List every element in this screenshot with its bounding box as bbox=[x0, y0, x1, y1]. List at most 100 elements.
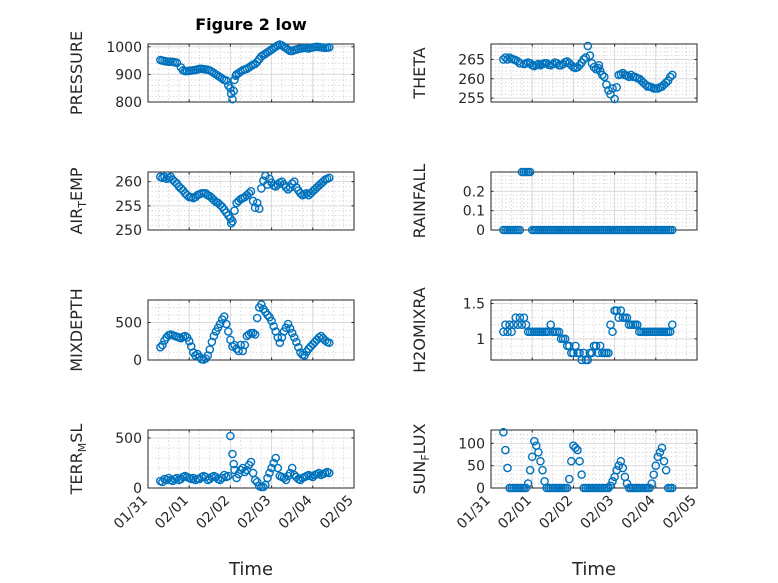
data-point bbox=[503, 55, 512, 64]
axes-frame bbox=[147, 43, 355, 103]
data-point bbox=[294, 342, 303, 352]
data-point bbox=[567, 456, 576, 466]
data-point bbox=[205, 345, 215, 354]
data-point bbox=[285, 468, 295, 478]
data-point bbox=[269, 321, 278, 331]
data-point bbox=[226, 218, 236, 228]
data-point bbox=[320, 336, 330, 345]
data-point bbox=[552, 59, 562, 68]
tick-marks bbox=[147, 172, 355, 231]
data-point bbox=[160, 172, 169, 182]
data-point bbox=[228, 342, 237, 351]
data-point bbox=[254, 204, 264, 214]
tick-marks bbox=[490, 172, 698, 231]
data-series bbox=[156, 300, 334, 364]
y-axis-label-text: TERR bbox=[67, 452, 86, 495]
data-point bbox=[594, 60, 604, 70]
figure-title: Figure 2 low bbox=[195, 15, 307, 34]
data-point bbox=[224, 327, 233, 336]
data-point bbox=[548, 59, 558, 69]
data-point bbox=[324, 173, 334, 183]
data-series bbox=[499, 167, 677, 235]
data-point bbox=[281, 183, 291, 192]
data-point bbox=[515, 225, 525, 235]
data-point bbox=[536, 456, 545, 466]
data-point bbox=[273, 333, 283, 342]
data-series bbox=[156, 431, 334, 492]
y-tick-label: 0 bbox=[476, 223, 485, 239]
data-point bbox=[589, 62, 599, 72]
data-point bbox=[228, 449, 237, 459]
data-point bbox=[573, 445, 582, 455]
y-axis-label-text: SL bbox=[67, 424, 86, 443]
data-point bbox=[267, 463, 276, 473]
data-series bbox=[499, 41, 677, 104]
data-point bbox=[579, 55, 589, 64]
y-axis-label: MIXDEPTH bbox=[67, 288, 86, 371]
data-point bbox=[289, 333, 299, 342]
data-point bbox=[645, 483, 654, 493]
data-point bbox=[172, 473, 182, 483]
axes-frame bbox=[490, 43, 698, 103]
data-point bbox=[600, 72, 609, 82]
data-series bbox=[156, 171, 334, 228]
y-axis-label-subscript: F bbox=[419, 454, 432, 460]
data-point bbox=[283, 45, 293, 54]
data-point bbox=[228, 216, 237, 226]
axes-frame bbox=[147, 429, 355, 489]
axes-frame bbox=[490, 299, 698, 361]
data-point bbox=[250, 330, 260, 339]
data-point bbox=[608, 84, 617, 93]
data-point bbox=[501, 445, 510, 455]
data-point bbox=[252, 313, 262, 323]
y-axis-label: AIRTEMP bbox=[67, 167, 89, 234]
data-point bbox=[215, 200, 225, 210]
data-point bbox=[618, 463, 628, 473]
data-point bbox=[221, 319, 231, 329]
data-point bbox=[217, 74, 227, 83]
y-tick-label: 100 bbox=[458, 436, 485, 452]
data-point bbox=[606, 481, 615, 491]
y-tick-label: 0.1 bbox=[463, 204, 485, 220]
subplot-air_temp: 250 255 260 AIRTEMP bbox=[67, 167, 355, 239]
data-point bbox=[283, 319, 293, 329]
y-tick-label: 50 bbox=[467, 459, 485, 475]
y-tick-label: 250 bbox=[115, 223, 142, 239]
data-point bbox=[267, 316, 276, 326]
data-point bbox=[527, 452, 537, 462]
data-point bbox=[191, 351, 200, 360]
subplot-mixdepth: 0 500 MIXDEPTH bbox=[67, 288, 355, 372]
data-point bbox=[230, 206, 239, 215]
y-axis-label: RAINFALL bbox=[410, 164, 429, 239]
data-point bbox=[667, 320, 677, 330]
data-point bbox=[229, 86, 238, 96]
y-tick-label: 255 bbox=[458, 91, 485, 107]
y-tick-label: 1.5 bbox=[463, 297, 485, 313]
y-axis-label-text: H2OMIXRA bbox=[410, 287, 429, 373]
y-axis-label: PRESSURE bbox=[67, 31, 86, 115]
data-point bbox=[515, 59, 525, 68]
y-axis-label-text: EMP bbox=[67, 167, 86, 201]
y-axis-label-subscript: M bbox=[76, 443, 89, 453]
data-point bbox=[577, 470, 586, 479]
y-axis-label-text: PRESSURE bbox=[67, 31, 86, 115]
y-tick-label: 1 bbox=[476, 332, 485, 348]
data-series bbox=[499, 427, 677, 493]
data-point bbox=[564, 474, 574, 484]
minor-grid bbox=[491, 300, 697, 360]
data-point bbox=[244, 188, 254, 198]
data-point bbox=[244, 330, 254, 339]
data-point bbox=[296, 188, 305, 198]
data-point bbox=[162, 475, 171, 485]
data-point bbox=[292, 337, 301, 347]
data-point bbox=[230, 75, 239, 85]
data-point bbox=[581, 53, 591, 62]
data-point bbox=[525, 465, 535, 475]
y-tick-label: 500 bbox=[115, 316, 142, 332]
subplot-theta: 255 260 265 THETA bbox=[410, 41, 698, 107]
x-axis-label-left: Time bbox=[228, 559, 273, 580]
data-series bbox=[156, 40, 334, 104]
y-tick-label: 0 bbox=[133, 353, 142, 369]
y-axis-label-text: SUN bbox=[410, 461, 429, 495]
